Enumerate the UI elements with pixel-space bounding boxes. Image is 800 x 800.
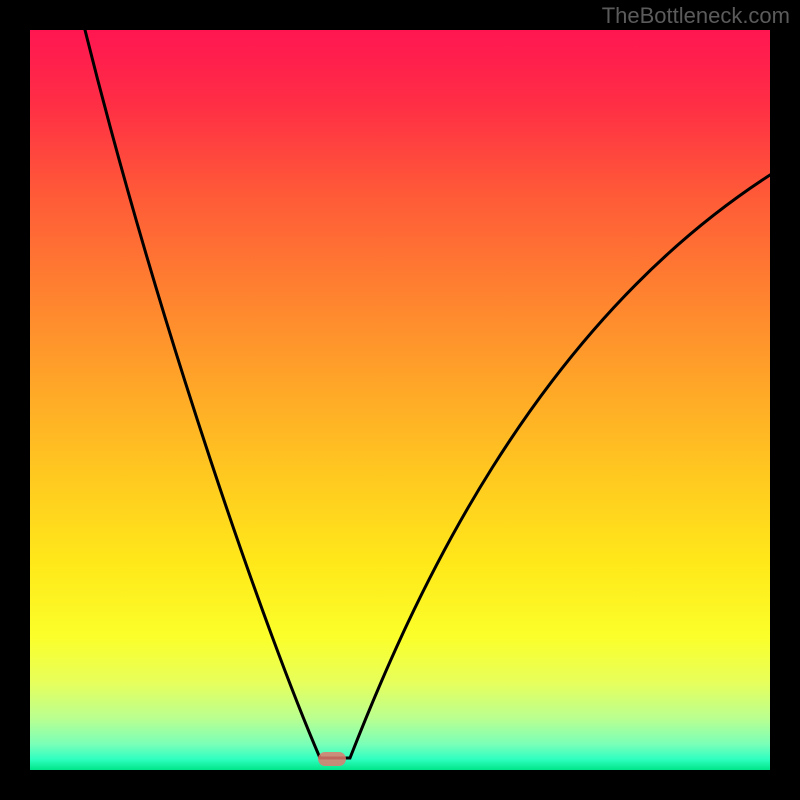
- valley-marker: [318, 752, 346, 766]
- plot-area: [30, 30, 770, 770]
- bottleneck-curve: [30, 30, 770, 770]
- curve-path: [85, 30, 770, 758]
- watermark-text: TheBottleneck.com: [602, 3, 790, 29]
